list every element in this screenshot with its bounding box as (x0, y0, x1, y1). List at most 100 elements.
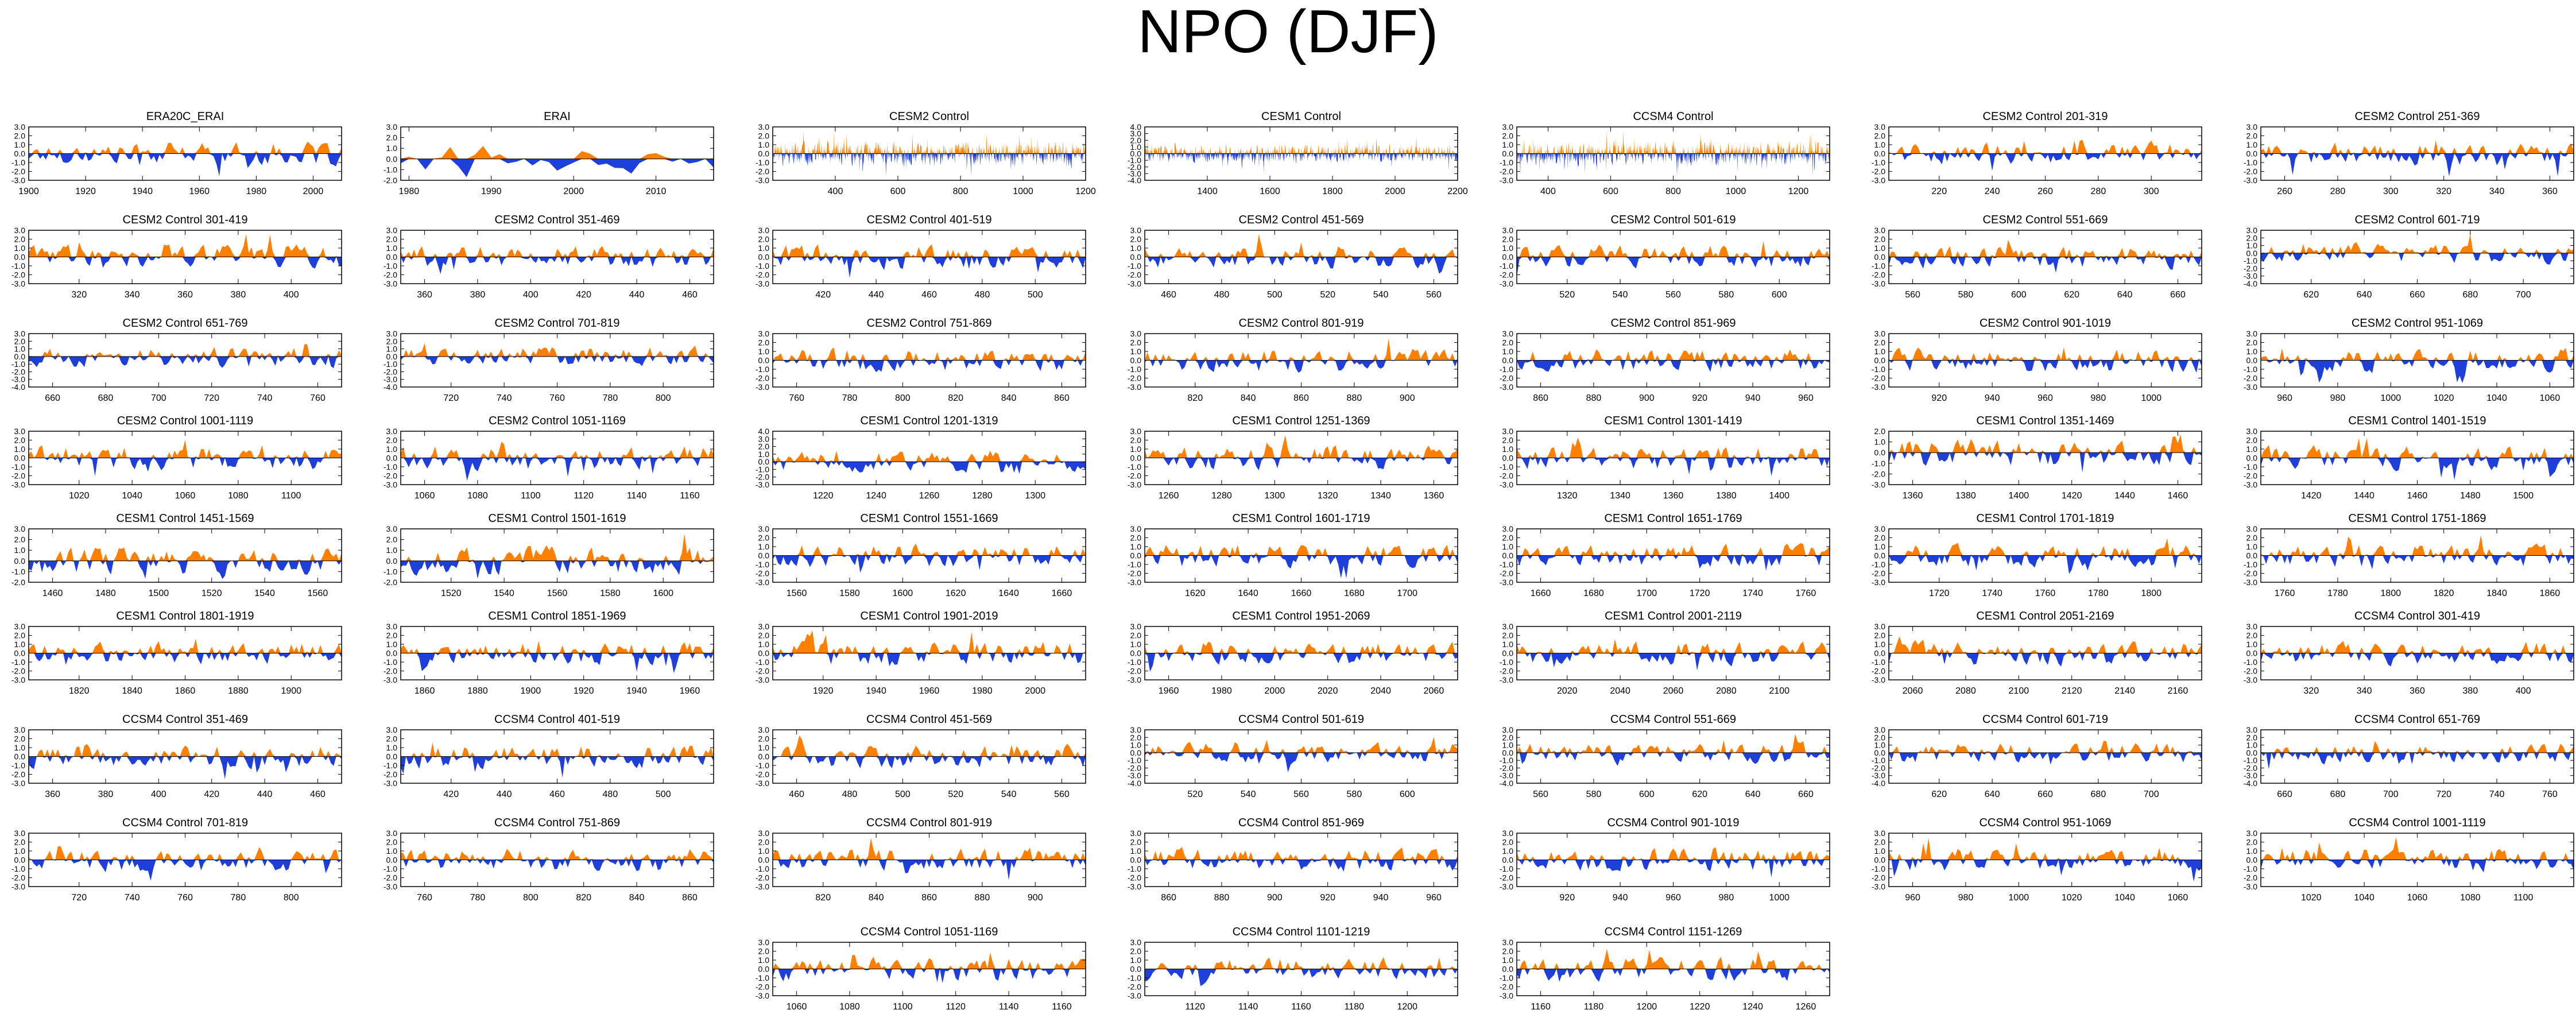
y-tick-label: 1.0 (758, 450, 770, 459)
y-tick-label: 3.0 (1874, 226, 1886, 235)
plot-frame (2260, 729, 2574, 784)
y-tick-label: -3.0 (1872, 882, 1885, 891)
y-tick-label: -1.0 (384, 657, 397, 667)
x-tick-label: 1240 (866, 491, 886, 501)
y-tick-label: -3.0 (1500, 176, 1513, 185)
x-tick-label: 320 (71, 290, 87, 300)
panel-title: CESM1 Control 1501-1619 (488, 512, 626, 525)
y-tick-label: -1.0 (1128, 462, 1141, 471)
panel-46: CCSM4 Control 501-619 -4.0-3.0-2.0-1.00.0… (1128, 713, 1458, 799)
panel-23: CESM2 Control 1051-1169 -3.0-2.0-1.00.01.… (384, 415, 714, 501)
panel-title: CESM1 Control 1201-1319 (860, 415, 998, 427)
panel-16: CESM2 Control 701-819 -4.0-3.0-2.0-1.00.0… (384, 317, 714, 403)
panel-title: CESM1 Control 1251-1369 (1232, 415, 1370, 427)
panel-13: CESM2 Control 551-669 -3.0-2.0-1.00.01.02… (1872, 214, 2202, 300)
y-tick-label: -3.0 (2244, 176, 2257, 185)
y-tick-label: 2.0 (758, 838, 770, 847)
x-tick-label: 740 (497, 393, 512, 403)
y-tick-label: -2.0 (384, 770, 397, 779)
x-tick-label: 1060 (787, 1002, 807, 1012)
x-tick-label: 760 (789, 393, 804, 403)
y-tick-label: 2.0 (1874, 427, 1886, 436)
x-tick-label: 640 (1745, 790, 1761, 799)
y-tick-label: 2.0 (2246, 436, 2258, 445)
x-tick-label: 2100 (2009, 686, 2029, 696)
negative-area (1889, 360, 2202, 373)
y-tick-label: -2.0 (1872, 763, 1885, 772)
x-tick-label: 640 (1985, 790, 2000, 799)
y-tick-label: -2.0 (1128, 982, 1141, 992)
x-tick-label: 680 (2463, 290, 2478, 300)
y-tick-label: -2.0 (2244, 667, 2257, 676)
negative-area (2261, 752, 2574, 769)
y-tick-label: -1.0 (1128, 156, 1141, 165)
y-tick-label: -2.0 (756, 374, 769, 383)
y-tick-label: 2.0 (14, 235, 26, 244)
y-tick-label: 3.0 (1874, 122, 1886, 131)
y-tick-label: -3.0 (2244, 272, 2257, 281)
x-tick-label: 2020 (1318, 686, 1338, 696)
x-tick-label: 720 (71, 893, 87, 903)
positive-area (1889, 636, 2202, 653)
x-tick-label: 1400 (1769, 491, 1789, 501)
negative-area (1145, 860, 1458, 872)
positive-area (1517, 438, 1830, 458)
negative-area (1145, 458, 1458, 471)
x-tick-label: 960 (2037, 393, 2053, 403)
y-tick-label: 0.0 (758, 965, 770, 974)
y-tick-label: -1.0 (1872, 365, 1885, 374)
y-tick-label: -1.0 (11, 359, 25, 369)
plot-frame (2260, 230, 2574, 284)
panel-title: CESM2 Control 551-669 (1983, 214, 2108, 226)
y-tick-label: -1.0 (2244, 462, 2257, 471)
y-tick-label: 0.0 (386, 752, 398, 761)
x-tick-label: 820 (948, 393, 963, 403)
positive-area (773, 347, 1086, 361)
y-tick-label: 1.0 (1502, 444, 1514, 454)
x-tick-label: 1760 (2035, 589, 2056, 598)
y-tick-label: -4.0 (1872, 779, 1885, 788)
x-tick-label: 1040 (2486, 393, 2507, 403)
panel-title: CESM2 Control 951-1069 (2352, 317, 2483, 330)
y-tick-label: 2.0 (1502, 533, 1514, 543)
y-tick-label: -3.0 (1872, 480, 1885, 489)
panel-45: CCSM4 Control 451-569 -3.0-2.0-1.00.01.02… (756, 713, 1086, 799)
y-tick-label: -1.0 (1500, 365, 1513, 374)
x-tick-label: 420 (576, 290, 591, 300)
y-tick-label: -3.0 (1128, 169, 1141, 178)
negative-area (29, 458, 342, 477)
positive-area (1145, 846, 1458, 860)
panel-42: CCSM4 Control 301-419 -3.0-2.0-1.00.01.02… (2244, 610, 2574, 696)
y-tick-label: -1.0 (2244, 158, 2257, 167)
y-tick-label: 2.0 (758, 338, 770, 347)
x-tick-label: 1020 (2301, 893, 2322, 903)
y-tick-label: 0.0 (758, 356, 770, 365)
x-tick-label: 1440 (2354, 491, 2374, 501)
x-tick-label: 1340 (1610, 491, 1630, 501)
x-tick-label: 2000 (563, 187, 584, 196)
positive-area (1145, 234, 1458, 257)
panel-27: CESM1 Control 1351-1469 -3.0 -2.0-1.0 0.01.… (1872, 415, 2202, 501)
x-tick-label: 600 (1400, 790, 1415, 799)
x-tick-label: 1620 (946, 589, 966, 598)
panel-55: CCSM4 Control 951-1069 -3.0-2.0-1.00.01.0… (1872, 817, 2202, 903)
y-tick-label: 0.0 (1130, 748, 1142, 757)
y-tick-label: -2.0 (1128, 471, 1141, 481)
negative-area (2261, 860, 2574, 873)
y-tick-label: 1.0 (758, 140, 770, 149)
y-tick-label: 3.0 (758, 122, 770, 131)
y-tick-label: 2.0 (14, 535, 26, 544)
y-tick-label: 3.0 (2246, 524, 2258, 533)
y-tick-label: 3.0 (386, 427, 398, 436)
x-tick-label: 1060 (2168, 893, 2188, 903)
panel-32: CESM1 Control 1601-1719 -3.0-2.0-1.00.01.… (1128, 512, 1458, 598)
positive-area (773, 131, 1086, 154)
y-tick-label: -3.0 (1872, 578, 1885, 587)
y-tick-label: 2.0 (1502, 838, 1514, 847)
y-tick-label: -1.0 (1500, 756, 1513, 765)
positive-area (2261, 140, 2574, 154)
panel-54: CCSM4 Control 901-1019 -3.0-2.0-1.00.01.0… (1500, 817, 1830, 903)
panel-36: CESM1 Control 1801-1919 -3.0-2.0-1.00.01.… (11, 610, 342, 696)
y-tick-label: 0.0 (758, 856, 770, 865)
x-tick-label: 820 (815, 893, 831, 903)
